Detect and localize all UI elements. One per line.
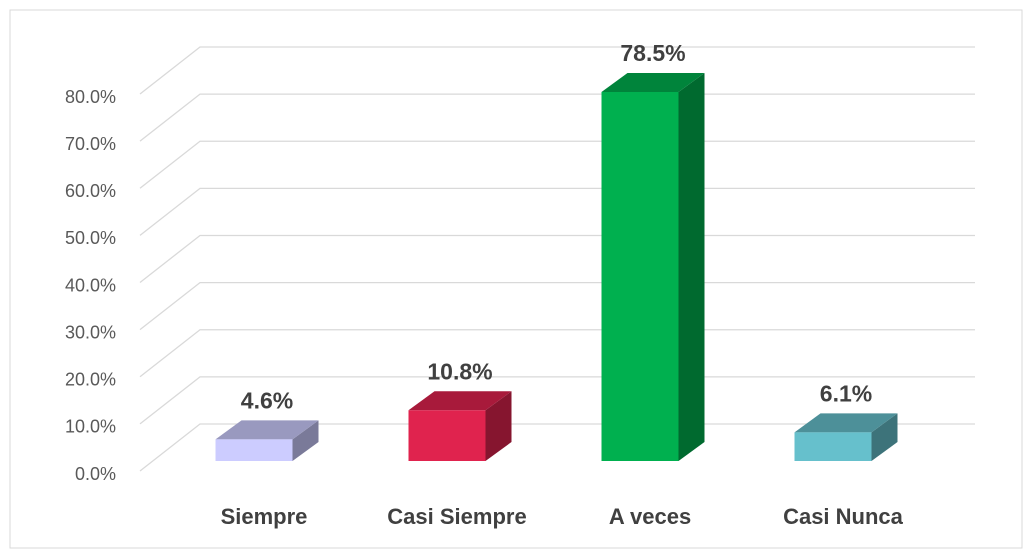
value-label: 78.5% (620, 40, 685, 66)
grid-line (139, 140, 975, 189)
grid-line (139, 281, 975, 331)
y-tick-label: 30.0% (65, 322, 116, 342)
bar-front (408, 410, 486, 461)
grid-line (139, 376, 975, 425)
bar-side (292, 420, 319, 461)
grid-line (139, 234, 975, 284)
y-tick-label: 80.0% (65, 87, 116, 107)
y-tick-label: 0.0% (75, 464, 116, 484)
grid-line (139, 93, 975, 142)
y-tick-label: 70.0% (65, 134, 116, 154)
bar-top (601, 73, 705, 93)
x-tick-label: Siempre (221, 504, 308, 529)
bar-front (794, 432, 872, 461)
bar (601, 73, 705, 462)
y-tick-label: 40.0% (65, 275, 116, 295)
grid-line (139, 423, 975, 472)
x-tick-label: Casi Siempre (387, 504, 526, 529)
value-label: 10.8% (427, 358, 492, 384)
bar-side (871, 413, 898, 461)
bar (215, 420, 319, 461)
value-label: 6.1% (820, 380, 872, 406)
bar-side (678, 73, 705, 462)
bar-top (215, 420, 319, 440)
bar (794, 413, 898, 461)
bar-top (794, 413, 898, 433)
chart-border (9, 9, 1023, 549)
bar-front (215, 439, 293, 461)
x-tick-label: A veces (609, 504, 691, 529)
y-tick-label: 20.0% (65, 370, 116, 390)
y-tick-label: 10.0% (65, 417, 116, 437)
bar (408, 391, 512, 461)
grid-line (139, 46, 975, 95)
bar-top (408, 391, 512, 411)
value-label: 4.6% (241, 387, 293, 413)
bar-side (485, 391, 512, 461)
y-tick-label: 50.0% (65, 228, 116, 248)
y-tick-label: 60.0% (65, 181, 116, 201)
grid-line (139, 187, 975, 236)
bar-front (601, 92, 679, 462)
x-tick-label: Casi Nunca (783, 504, 904, 529)
grid-line (139, 329, 975, 378)
